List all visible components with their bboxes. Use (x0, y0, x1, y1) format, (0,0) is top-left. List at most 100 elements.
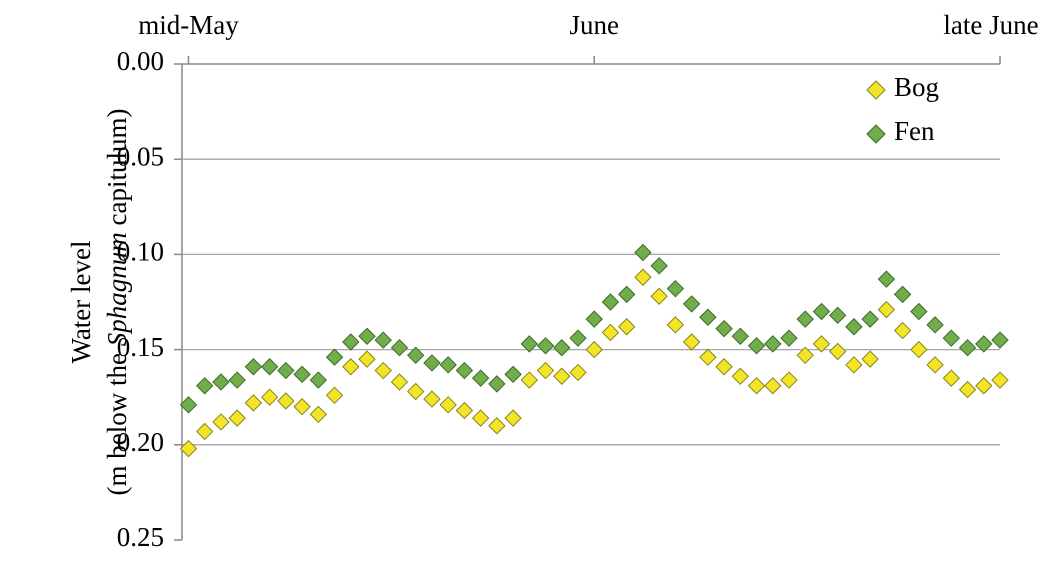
point (699, 348, 717, 366)
point (390, 373, 409, 391)
point (293, 398, 311, 416)
point (845, 356, 863, 374)
point (926, 356, 944, 374)
point (585, 340, 603, 359)
point (910, 340, 928, 359)
point (277, 361, 295, 380)
point (358, 327, 376, 345)
point (861, 350, 879, 368)
x-tick-label: late June (943, 10, 1038, 40)
point (650, 287, 668, 305)
point (585, 310, 603, 328)
point (520, 335, 539, 353)
y-tick-label: 0.15 (117, 332, 164, 362)
point (244, 358, 263, 376)
point (634, 243, 652, 262)
y-axis-label: Water level (66, 240, 96, 363)
y-axis-label: (m below the Sphagnum capitulum) (102, 109, 132, 496)
point (715, 319, 733, 338)
point (747, 377, 766, 395)
point (699, 308, 717, 326)
point (796, 346, 814, 365)
y-tick-label: 0.05 (117, 141, 164, 171)
point (325, 348, 344, 366)
point (910, 302, 928, 321)
point (196, 422, 214, 441)
point (666, 279, 685, 298)
point (179, 439, 198, 458)
x-tick-label: mid-May (138, 10, 239, 40)
point (650, 257, 668, 275)
point (504, 409, 522, 427)
point (617, 285, 636, 304)
point (764, 377, 782, 395)
point (877, 270, 896, 288)
y-tick-label: 0.00 (117, 46, 164, 76)
point (293, 365, 311, 384)
point (926, 316, 944, 334)
point (504, 365, 522, 384)
point (893, 285, 912, 304)
y-tick-label: 0.10 (117, 237, 164, 267)
point (812, 335, 831, 353)
point (958, 380, 977, 399)
point (212, 413, 230, 431)
point (942, 329, 961, 347)
point (342, 333, 360, 351)
point (942, 369, 961, 387)
y-axis-label-part: capitulum) (102, 109, 132, 233)
point (975, 377, 993, 395)
point (601, 293, 620, 311)
point (747, 337, 766, 355)
point (796, 310, 814, 328)
point (682, 295, 701, 313)
point (439, 356, 457, 374)
point (455, 361, 474, 380)
point (975, 335, 993, 353)
point (601, 323, 620, 342)
point (812, 302, 831, 321)
point (196, 377, 214, 395)
legend-marker (866, 124, 886, 144)
point (536, 361, 555, 380)
point (309, 371, 328, 389)
legend-label: Fen (894, 116, 935, 146)
point (520, 371, 539, 389)
point (682, 333, 701, 351)
point (569, 363, 587, 382)
point (828, 342, 847, 361)
point (828, 306, 847, 325)
point (260, 388, 279, 406)
point (374, 361, 392, 380)
y-tick-label: 0.25 (117, 522, 164, 552)
x-tick-label: June (569, 10, 619, 40)
point (407, 382, 425, 401)
legend-label: Bog (894, 72, 939, 102)
point (861, 310, 879, 328)
legend-marker (866, 80, 886, 100)
y-tick-label: 0.20 (117, 427, 164, 457)
point (780, 329, 798, 347)
point (423, 390, 441, 408)
point (666, 316, 685, 334)
point (179, 396, 198, 414)
point (358, 350, 376, 368)
point (342, 358, 360, 376)
point (277, 392, 295, 410)
point (536, 337, 555, 355)
point (634, 268, 652, 286)
point (260, 358, 279, 376)
point (471, 409, 490, 427)
point (390, 338, 409, 357)
point (325, 386, 344, 405)
point (877, 300, 896, 319)
point (780, 371, 798, 389)
point (731, 327, 750, 345)
point (407, 346, 425, 365)
point (228, 371, 246, 389)
y-axis-label-part: (m below the (102, 346, 132, 495)
point (488, 417, 506, 435)
point (423, 354, 441, 372)
y-axis-label-part: Sphagnum (102, 232, 132, 346)
